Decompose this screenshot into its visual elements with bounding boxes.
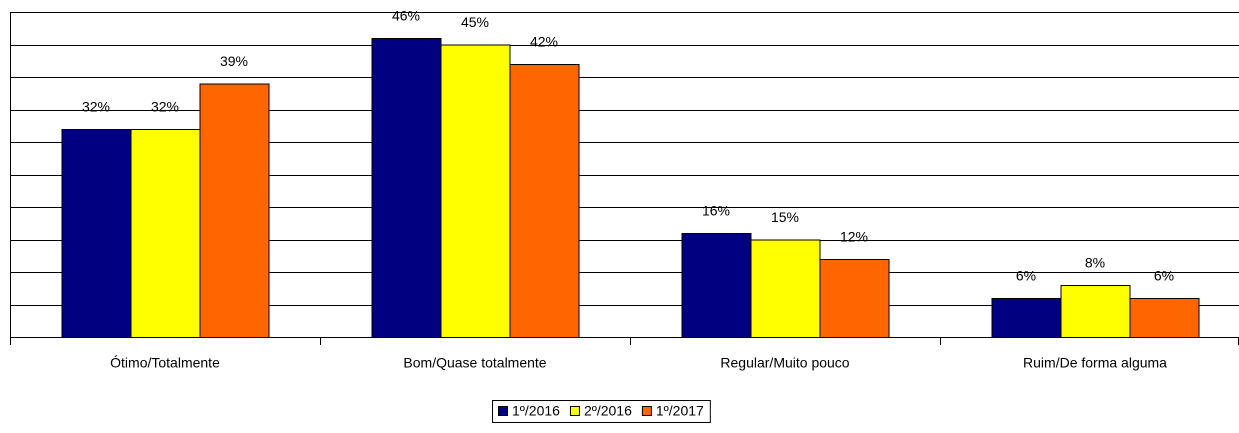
legend-label: 1º/2016	[512, 403, 560, 419]
data-label: 45%	[461, 14, 489, 30]
bar	[371, 38, 442, 338]
bar	[199, 83, 270, 338]
bar	[61, 129, 132, 338]
data-label: 39%	[220, 53, 248, 69]
data-label: 42%	[530, 34, 558, 50]
bar	[681, 233, 752, 338]
legend-swatch	[569, 406, 580, 416]
data-label: 6%	[1016, 268, 1036, 284]
data-label: 46%	[392, 8, 420, 24]
data-label: 12%	[840, 229, 868, 245]
x-tick-label: Bom/Quase totalmente	[403, 355, 546, 371]
bar	[991, 298, 1062, 338]
x-tick-label: Regular/Muito pouco	[720, 355, 849, 371]
data-label: 32%	[151, 99, 179, 115]
legend-box	[492, 400, 711, 423]
bar	[1060, 285, 1131, 338]
data-label: 32%	[82, 99, 110, 115]
legend: 1º/2016 2º/2016 1º/2017	[492, 400, 711, 423]
bar	[509, 64, 580, 338]
legend-swatch	[498, 406, 508, 416]
data-label: 15%	[771, 209, 799, 225]
data-label: 16%	[702, 203, 730, 219]
x-tick-label: Ótimo/Totalmente	[110, 355, 220, 371]
legend-swatch	[641, 406, 652, 416]
legend-label: 1º/2017	[656, 403, 704, 419]
bar	[440, 44, 511, 338]
bar	[1129, 298, 1200, 338]
x-tick-label: Ruim/De forma alguma	[1023, 355, 1167, 371]
legend-label: 2º/2016	[584, 403, 632, 419]
data-label: 8%	[1085, 255, 1105, 271]
bar	[750, 239, 821, 338]
bar	[130, 129, 201, 338]
bar	[819, 259, 890, 338]
data-label: 6%	[1154, 268, 1174, 284]
